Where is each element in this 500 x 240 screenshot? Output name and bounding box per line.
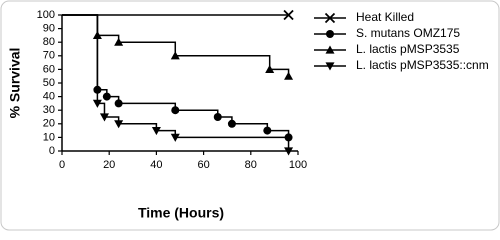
marker <box>284 147 294 156</box>
marker <box>170 51 180 60</box>
x-axis-label: Time (Hours) <box>138 205 224 221</box>
marker <box>283 9 294 21</box>
marker <box>92 99 102 108</box>
y-tick-label: 80 <box>43 36 55 48</box>
x-tick-label: 20 <box>103 159 115 171</box>
legend-label: S. mutans OMZ175 <box>356 26 460 40</box>
marker <box>114 99 123 108</box>
marker <box>227 119 236 128</box>
marker <box>326 30 334 38</box>
y-axis-label: % Survival <box>7 48 23 119</box>
marker <box>151 127 161 136</box>
x-tick-label: 0 <box>59 159 65 171</box>
y-tick-label: 20 <box>43 118 55 130</box>
marker <box>99 113 109 122</box>
x-tick-label: 60 <box>197 159 209 171</box>
marker <box>265 64 275 73</box>
legend-label: L. lactis pMSP3535 <box>356 42 460 56</box>
x-tick-label: 100 <box>289 159 307 171</box>
y-tick-label: 90 <box>43 23 55 35</box>
marker <box>325 62 335 71</box>
marker <box>284 71 294 80</box>
marker <box>114 120 124 129</box>
y-tick-label: 10 <box>43 131 55 143</box>
marker <box>213 113 222 121</box>
frame <box>0 0 500 231</box>
marker <box>114 37 124 46</box>
x-tick-label: 40 <box>150 159 162 171</box>
y-tick-label: 50 <box>43 77 55 89</box>
y-tick-label: 100 <box>37 9 55 21</box>
y-tick-label: 70 <box>43 50 55 62</box>
marker <box>263 126 272 135</box>
marker <box>325 45 335 54</box>
y-tick-label: 30 <box>43 104 55 116</box>
chart: Time (Hours) % Survival 0102030405060708… <box>0 0 500 231</box>
y-tick-label: 40 <box>43 91 55 103</box>
marker <box>102 92 111 101</box>
marker <box>170 133 180 142</box>
y-tick-label: 0 <box>49 145 55 157</box>
y-tick-label: 60 <box>43 63 55 75</box>
x-tick-label: 80 <box>245 159 257 171</box>
legend-label: L. lactis pMSP3535::cnm <box>356 58 489 72</box>
legend-label: Heat Killed <box>356 10 414 24</box>
marker <box>171 106 180 115</box>
marker <box>324 12 336 24</box>
